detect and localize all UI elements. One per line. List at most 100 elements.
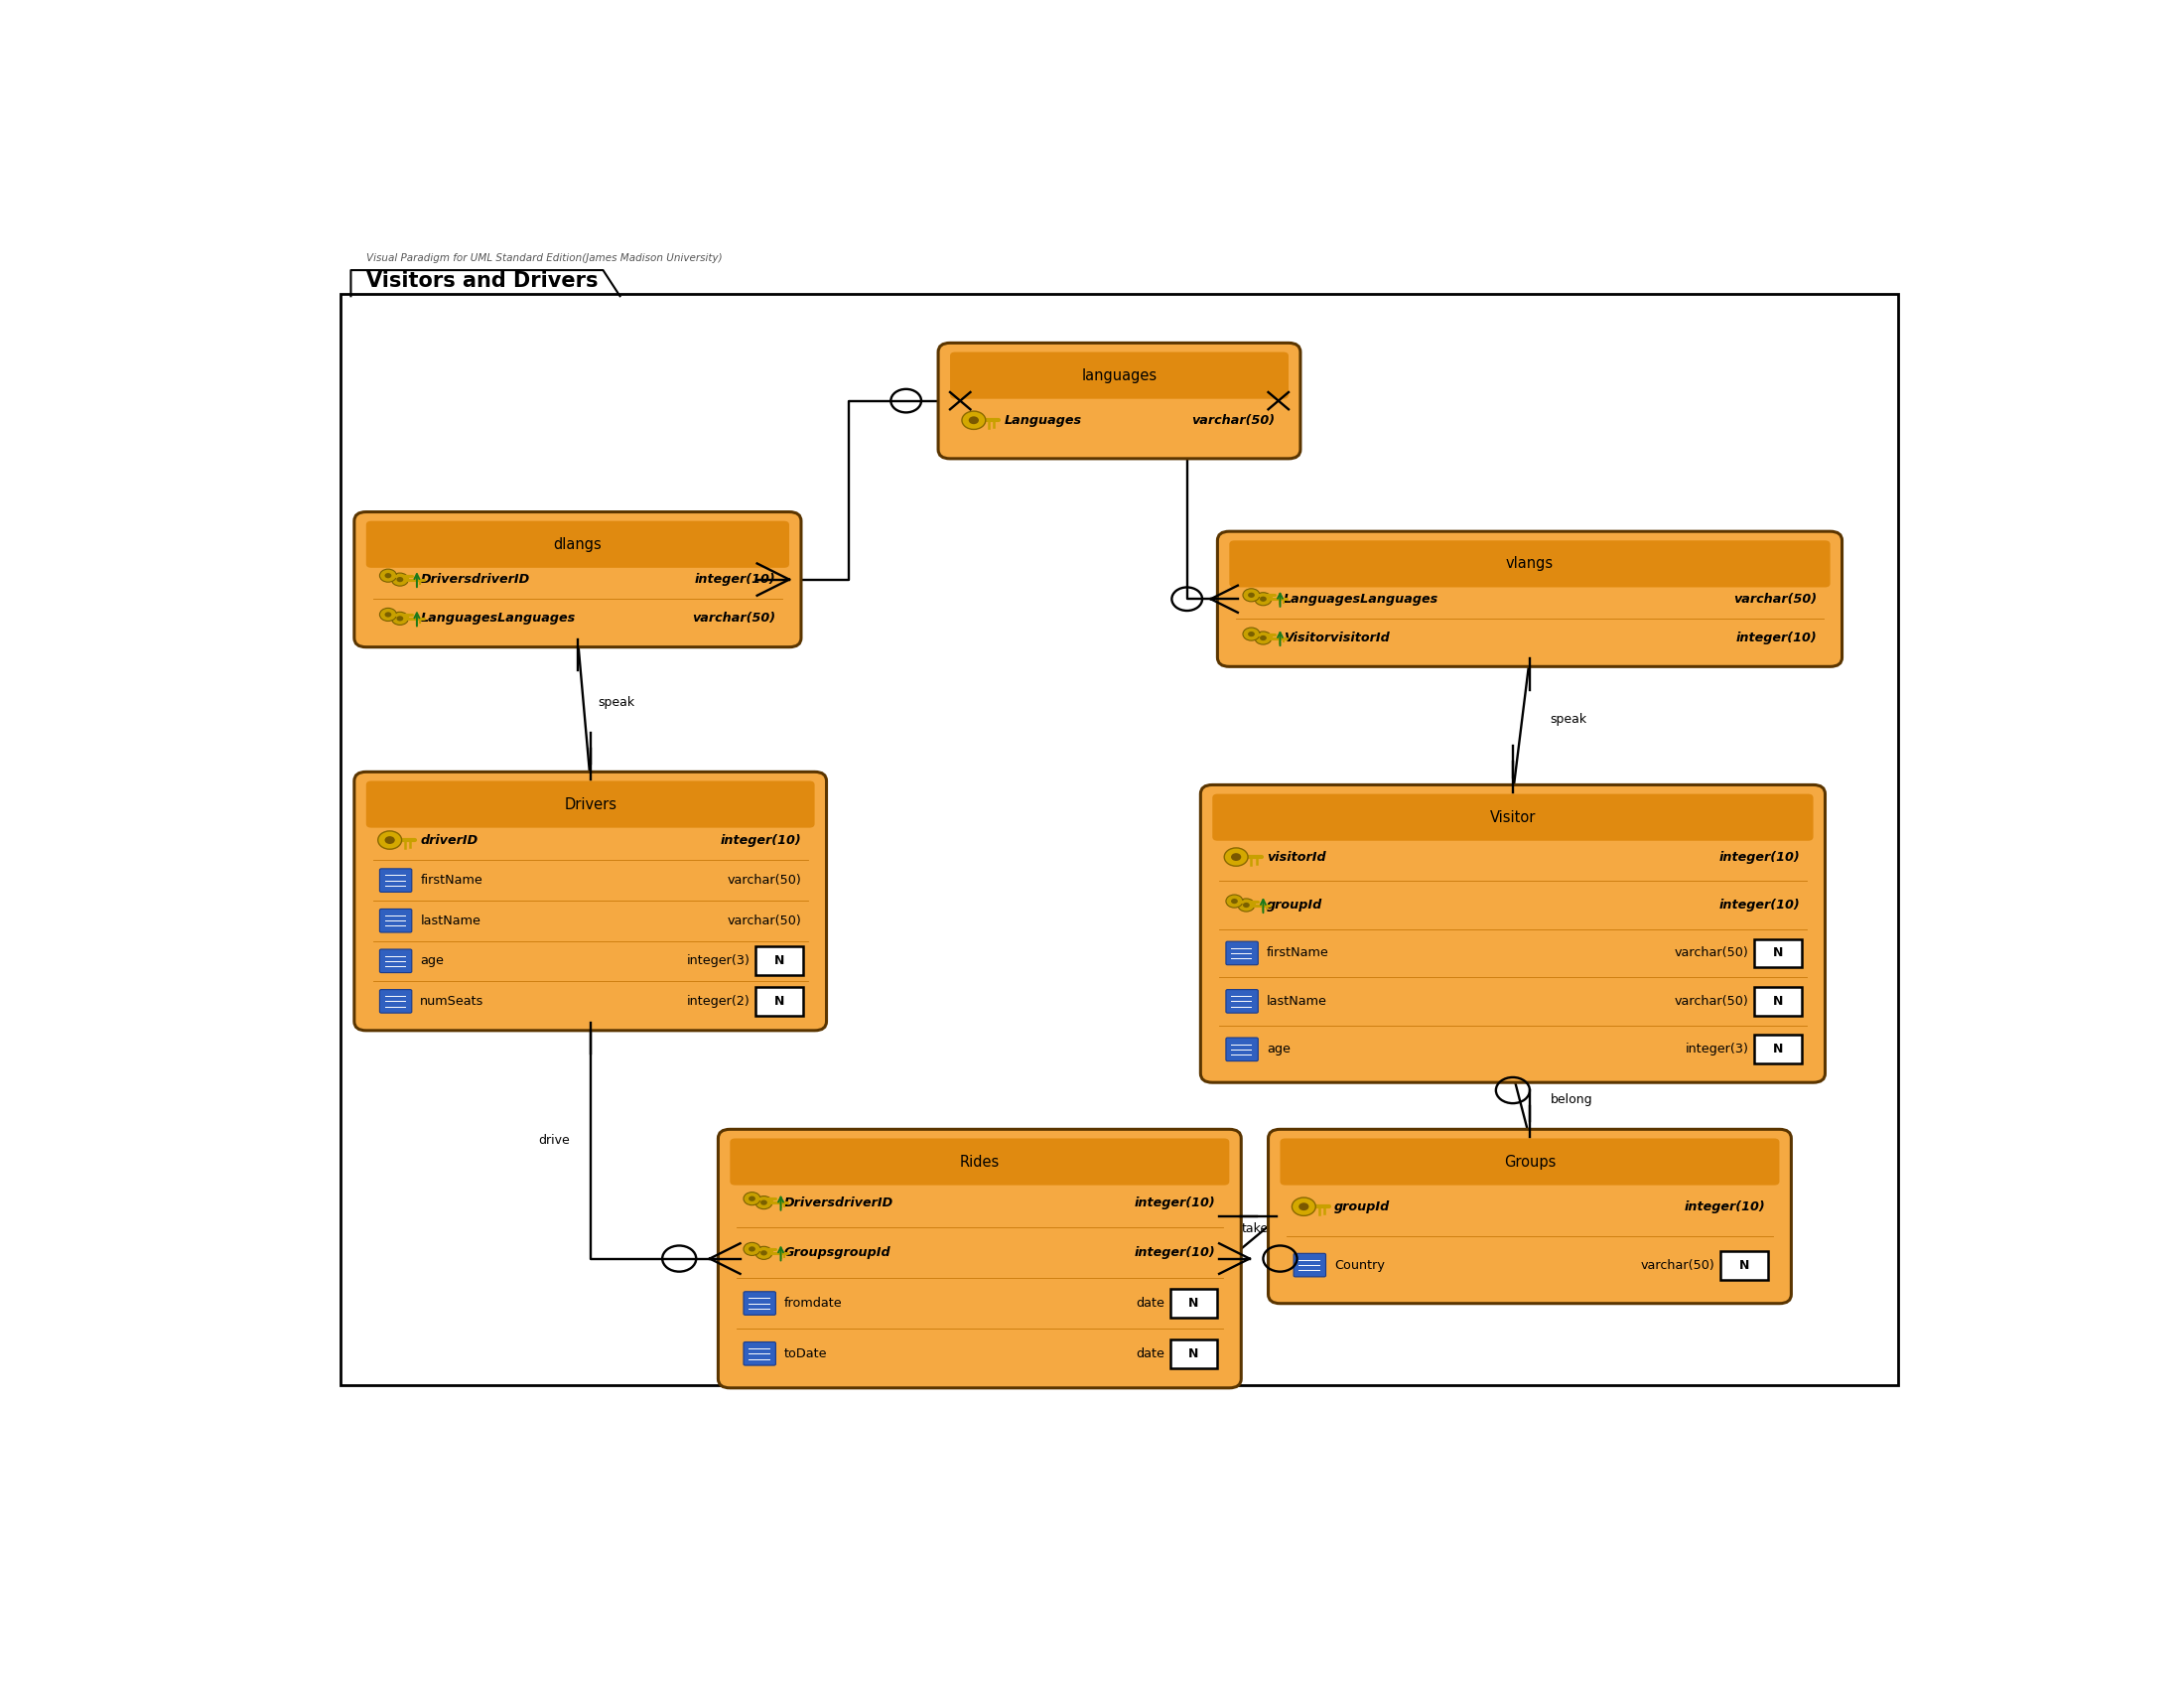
Circle shape xyxy=(756,1246,773,1259)
Circle shape xyxy=(397,616,404,621)
Text: integer(10): integer(10) xyxy=(1736,631,1817,645)
Text: varchar(50): varchar(50) xyxy=(1675,947,1749,959)
Circle shape xyxy=(1232,852,1241,861)
FancyBboxPatch shape xyxy=(1212,793,1813,841)
Text: N: N xyxy=(1188,1296,1199,1310)
Text: lastName: lastName xyxy=(419,915,480,927)
Text: DriversdriverID: DriversdriverID xyxy=(419,572,531,586)
Text: LanguagesLanguages: LanguagesLanguages xyxy=(1284,592,1439,606)
Text: integer(10): integer(10) xyxy=(721,834,802,847)
Text: languages: languages xyxy=(1081,368,1158,383)
Text: Rides: Rides xyxy=(959,1155,1000,1170)
Text: lastName: lastName xyxy=(1267,994,1328,1008)
Circle shape xyxy=(756,1197,773,1209)
FancyBboxPatch shape xyxy=(1171,1339,1216,1367)
Text: integer(10): integer(10) xyxy=(1719,851,1800,864)
Text: varchar(50): varchar(50) xyxy=(692,613,775,625)
Text: integer(10): integer(10) xyxy=(1684,1200,1767,1214)
FancyBboxPatch shape xyxy=(1754,987,1802,1016)
Circle shape xyxy=(380,569,397,582)
Circle shape xyxy=(1243,903,1249,908)
FancyBboxPatch shape xyxy=(939,343,1299,459)
Circle shape xyxy=(1243,628,1260,640)
Text: varchar(50): varchar(50) xyxy=(727,915,802,927)
Text: DriversdriverID: DriversdriverID xyxy=(784,1197,893,1209)
Text: Visual Paradigm for UML Standard Edition(James Madison University): Visual Paradigm for UML Standard Edition… xyxy=(367,253,723,263)
Text: Drivers: Drivers xyxy=(563,797,616,812)
FancyBboxPatch shape xyxy=(1280,1138,1780,1185)
Circle shape xyxy=(380,608,397,621)
Text: integer(10): integer(10) xyxy=(695,572,775,586)
Text: speak: speak xyxy=(1551,712,1588,726)
Text: driverID: driverID xyxy=(419,834,478,847)
Text: firstName: firstName xyxy=(1267,947,1328,959)
Text: varchar(50): varchar(50) xyxy=(1192,414,1275,427)
Circle shape xyxy=(384,613,391,618)
Text: groupId: groupId xyxy=(1267,898,1321,912)
Text: belong: belong xyxy=(1551,1092,1592,1106)
FancyBboxPatch shape xyxy=(1230,540,1830,587)
FancyBboxPatch shape xyxy=(1754,1035,1802,1063)
FancyBboxPatch shape xyxy=(380,908,413,932)
FancyBboxPatch shape xyxy=(1225,1038,1258,1062)
Text: N: N xyxy=(1188,1347,1199,1361)
Circle shape xyxy=(1299,1204,1308,1210)
Text: varchar(50): varchar(50) xyxy=(727,874,802,886)
FancyBboxPatch shape xyxy=(1225,989,1258,1013)
FancyBboxPatch shape xyxy=(367,522,788,567)
FancyBboxPatch shape xyxy=(743,1342,775,1366)
Circle shape xyxy=(384,572,391,579)
FancyBboxPatch shape xyxy=(1293,1254,1326,1276)
Text: Languages: Languages xyxy=(1005,414,1081,427)
FancyBboxPatch shape xyxy=(1754,939,1802,967)
Text: visitorId: visitorId xyxy=(1267,851,1326,864)
Circle shape xyxy=(961,412,985,429)
Text: N: N xyxy=(1738,1259,1749,1271)
FancyBboxPatch shape xyxy=(729,1138,1230,1185)
Text: varchar(50): varchar(50) xyxy=(1640,1259,1714,1271)
Text: N: N xyxy=(1773,994,1782,1008)
Circle shape xyxy=(1254,592,1271,606)
Text: firstName: firstName xyxy=(419,874,483,886)
Text: N: N xyxy=(1773,1043,1782,1055)
Text: varchar(50): varchar(50) xyxy=(1675,994,1749,1008)
Text: integer(10): integer(10) xyxy=(1719,898,1800,912)
FancyBboxPatch shape xyxy=(1721,1251,1767,1280)
Text: integer(10): integer(10) xyxy=(1136,1197,1216,1209)
Text: LanguagesLanguages: LanguagesLanguages xyxy=(419,613,574,625)
Text: Visitor: Visitor xyxy=(1489,810,1535,825)
Text: VisitorvisitorId: VisitorvisitorId xyxy=(1284,631,1389,645)
Text: integer(3): integer(3) xyxy=(688,954,751,967)
Circle shape xyxy=(1293,1197,1315,1215)
Circle shape xyxy=(743,1242,760,1256)
FancyBboxPatch shape xyxy=(354,511,802,647)
Circle shape xyxy=(1232,898,1238,903)
Circle shape xyxy=(1238,898,1254,912)
Text: N: N xyxy=(773,994,784,1008)
Text: N: N xyxy=(1773,947,1782,959)
Text: integer(3): integer(3) xyxy=(1686,1043,1749,1055)
Text: toDate: toDate xyxy=(784,1347,828,1361)
Text: age: age xyxy=(1267,1043,1291,1055)
Text: Country: Country xyxy=(1334,1259,1385,1271)
Text: N: N xyxy=(773,954,784,967)
Text: date: date xyxy=(1136,1347,1164,1361)
FancyBboxPatch shape xyxy=(1225,942,1258,966)
Circle shape xyxy=(391,572,408,586)
Circle shape xyxy=(397,577,404,582)
Text: take: take xyxy=(1241,1222,1269,1236)
Circle shape xyxy=(749,1197,756,1202)
Text: numSeats: numSeats xyxy=(419,994,485,1008)
Circle shape xyxy=(749,1246,756,1251)
Circle shape xyxy=(391,613,408,625)
Circle shape xyxy=(760,1251,767,1256)
FancyBboxPatch shape xyxy=(380,869,413,891)
Text: speak: speak xyxy=(598,697,636,709)
Text: dlangs: dlangs xyxy=(553,537,603,552)
Circle shape xyxy=(970,417,978,424)
Text: groupId: groupId xyxy=(1334,1200,1389,1214)
FancyBboxPatch shape xyxy=(380,989,413,1013)
Text: drive: drive xyxy=(539,1134,570,1146)
Text: age: age xyxy=(419,954,443,967)
Text: vlangs: vlangs xyxy=(1505,557,1553,571)
